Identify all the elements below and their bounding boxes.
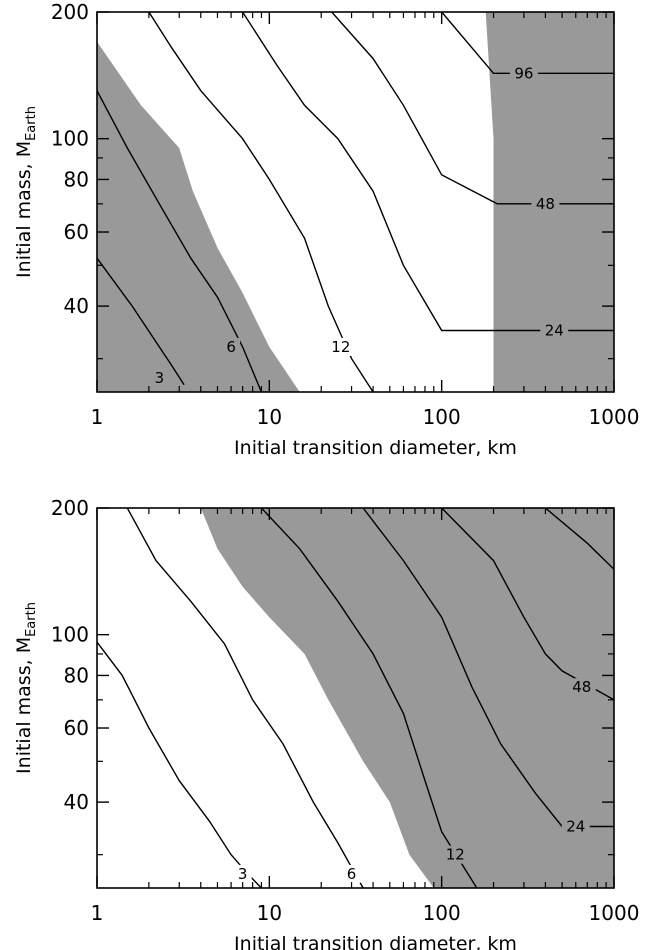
contour-label-group: 3 bbox=[150, 368, 169, 387]
contour-label-bg bbox=[441, 845, 470, 864]
contour-label: 3 bbox=[155, 369, 165, 387]
y-axis-label-subscript: Earth bbox=[24, 106, 39, 141]
contour-line-6 bbox=[97, 90, 263, 392]
x-tick-label: 100 bbox=[423, 901, 461, 925]
x-tick-label: 1 bbox=[91, 901, 104, 925]
y-tick-label: 80 bbox=[64, 663, 89, 687]
contour-label: 48 bbox=[536, 195, 555, 213]
contour-label: 24 bbox=[566, 818, 585, 836]
contour-label: 12 bbox=[446, 846, 465, 864]
contour-line-5 bbox=[544, 508, 614, 570]
contour-label-group: 24 bbox=[540, 321, 569, 340]
contour-label-bg bbox=[561, 817, 590, 836]
contour-label: 12 bbox=[331, 338, 350, 356]
contour-line-24 bbox=[362, 508, 614, 828]
contour-line-24 bbox=[242, 12, 614, 332]
contour-label-bg bbox=[150, 368, 169, 387]
contour-label-group: 24 bbox=[561, 817, 590, 836]
contour-label-bg bbox=[531, 194, 560, 213]
contour-label-group: 12 bbox=[326, 337, 355, 356]
x-tick-label: 1000 bbox=[589, 901, 640, 925]
contour-label-group: 6 bbox=[342, 864, 361, 883]
y-tick-label: 200 bbox=[51, 496, 89, 520]
y-tick-label: 40 bbox=[64, 790, 89, 814]
contour-label-group: 3 bbox=[233, 864, 252, 883]
contour-line-6 bbox=[126, 508, 364, 888]
plot-frame bbox=[96, 507, 615, 889]
y-axis-label-main: Initial mass, M bbox=[13, 637, 35, 774]
x-tick-label: 1 bbox=[91, 405, 104, 429]
contour-label-group: 48 bbox=[567, 678, 596, 697]
contour-line-96 bbox=[441, 12, 614, 74]
shaded-region-0 bbox=[200, 508, 614, 888]
y-tick-label: 100 bbox=[51, 127, 89, 151]
contour-label-bg bbox=[233, 864, 252, 883]
contour-label-group: 96 bbox=[509, 64, 538, 83]
contour-label: 24 bbox=[545, 322, 564, 340]
x-tick-label: 1000 bbox=[589, 405, 640, 429]
contour-label-group: 12 bbox=[441, 845, 470, 864]
y-axis-label-subscript: Earth bbox=[24, 602, 39, 637]
plot-area: 3 6 12 24 48 bbox=[97, 508, 614, 888]
contour-line-48 bbox=[331, 12, 614, 205]
plot-frame bbox=[96, 11, 615, 393]
top-contour-plot: 3 6 12 24 48 96 1 10 100 1000 40 60 80 100 200 Initial … bbox=[13, 0, 639, 459]
contour-label-bg bbox=[509, 64, 538, 83]
x-tick-label: 10 bbox=[257, 405, 282, 429]
x-tick-label: 10 bbox=[257, 901, 282, 925]
contour-label: 6 bbox=[347, 865, 357, 883]
y-tick-label: 40 bbox=[64, 294, 89, 318]
contour-line-3 bbox=[97, 641, 262, 888]
y-axis-label: Initial mass, MEarth bbox=[13, 106, 39, 278]
contour-label-group: 6 bbox=[222, 337, 241, 356]
contour-label: 48 bbox=[572, 678, 591, 696]
y-tick-label: 80 bbox=[64, 167, 89, 191]
y-axis-label-main: Initial mass, M bbox=[13, 141, 35, 278]
shaded-region-0 bbox=[97, 41, 300, 392]
y-axis-label: Initial mass, MEarth bbox=[13, 602, 39, 774]
y-tick-label: 60 bbox=[64, 716, 89, 740]
contour-label-bg bbox=[342, 864, 361, 883]
x-tick-label: 100 bbox=[423, 405, 461, 429]
x-axis-label: Initial transition diameter, km bbox=[234, 933, 517, 950]
contour-label-group: 48 bbox=[531, 194, 560, 213]
contour-label-bg bbox=[567, 678, 596, 697]
contour-label: 96 bbox=[514, 64, 533, 82]
contour-line-3 bbox=[97, 257, 185, 386]
contour-line-12 bbox=[260, 508, 478, 888]
contour-label-bg bbox=[326, 337, 355, 356]
bottom-contour-plot: 3 6 12 24 48 1 10 100 1000 40 60 80 100 200 Initial tr… bbox=[13, 496, 639, 950]
contour-label: 3 bbox=[238, 865, 248, 883]
y-tick-label: 100 bbox=[51, 623, 89, 647]
y-tick-label: 60 bbox=[64, 220, 89, 244]
contour-line-48 bbox=[441, 508, 614, 701]
plot-area: 3 6 12 24 48 96 bbox=[97, 12, 614, 392]
contour-label-bg bbox=[540, 321, 569, 340]
y-tick-label: 200 bbox=[51, 0, 89, 24]
contour-label: 6 bbox=[226, 338, 236, 356]
contour-label-bg bbox=[222, 337, 241, 356]
x-axis-label: Initial transition diameter, km bbox=[234, 437, 517, 459]
